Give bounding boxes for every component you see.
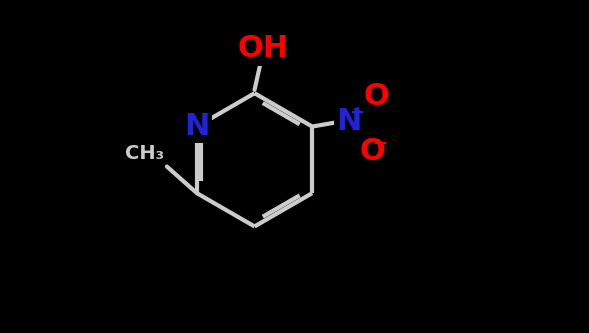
Text: OH: OH [237, 34, 289, 64]
Text: +: + [349, 104, 364, 122]
Text: N: N [337, 107, 362, 136]
Text: O: O [360, 137, 386, 166]
Text: −: − [372, 135, 388, 153]
Text: CH₃: CH₃ [124, 144, 164, 163]
Text: O: O [363, 82, 389, 111]
Text: N: N [184, 112, 210, 141]
